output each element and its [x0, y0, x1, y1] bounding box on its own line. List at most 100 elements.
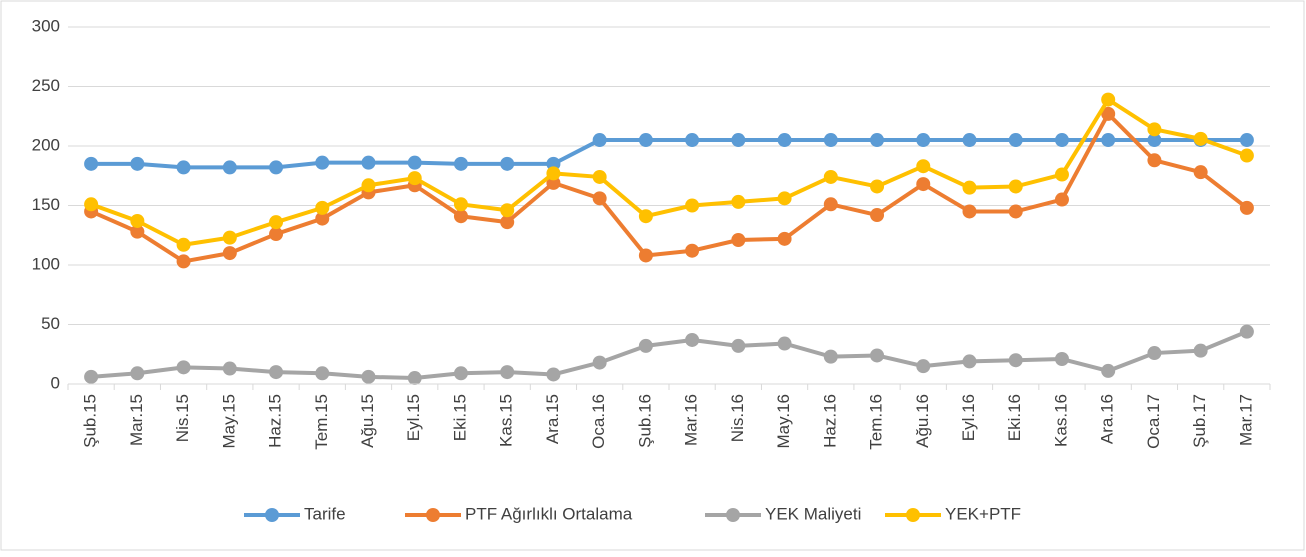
point: [1101, 106, 1116, 121]
point: [685, 332, 700, 347]
point: [777, 231, 792, 246]
x-tick-label: Tem.15: [312, 394, 331, 450]
point: [823, 133, 838, 148]
point: [1008, 353, 1023, 368]
series-line: [90, 111, 1249, 264]
point: [1008, 179, 1023, 194]
point: [777, 191, 792, 206]
point: [315, 211, 330, 226]
x-tick-label: Ara.16: [1098, 394, 1117, 444]
x-tick-label: Eyl.16: [959, 394, 978, 441]
point: [222, 160, 237, 175]
x-tick-label: Şub.17: [1190, 394, 1209, 448]
point: [638, 248, 653, 263]
legend-marker: [265, 508, 279, 522]
point: [500, 215, 515, 230]
point: [269, 160, 284, 175]
point: [916, 133, 931, 148]
y-tick-label: 100: [32, 254, 60, 273]
point: [870, 179, 885, 194]
point: [962, 354, 977, 369]
point: [1008, 133, 1023, 148]
legend-label: YEK+PTF: [945, 504, 1021, 523]
x-tick-label: Haz.16: [820, 394, 839, 448]
point: [592, 169, 607, 184]
point: [777, 336, 792, 351]
point: [1054, 167, 1069, 182]
point: [823, 349, 838, 364]
point: [731, 194, 746, 209]
point: [176, 237, 191, 252]
legend-marker: [726, 508, 740, 522]
point: [592, 191, 607, 206]
point: [777, 133, 792, 148]
point: [222, 246, 237, 261]
point: [315, 366, 330, 381]
point: [870, 348, 885, 363]
point: [407, 155, 422, 170]
point: [315, 200, 330, 215]
legend-label: YEK Maliyeti: [765, 504, 861, 523]
point: [638, 209, 653, 224]
point: [84, 197, 99, 212]
point: [1054, 133, 1069, 148]
point: [500, 156, 515, 171]
series-line: [90, 329, 1248, 381]
point: [638, 338, 653, 353]
point: [269, 215, 284, 230]
point: [500, 365, 515, 380]
point: [1193, 131, 1208, 146]
point: [962, 204, 977, 219]
legend-label: PTF Ağırlıklı Ortalama: [465, 504, 633, 523]
point: [1147, 122, 1162, 137]
point: [1193, 343, 1208, 358]
x-tick-label: Ağu.15: [358, 394, 377, 448]
point: [453, 366, 468, 381]
point: [916, 177, 931, 192]
x-tick-label: Haz.15: [266, 394, 285, 448]
point: [130, 366, 145, 381]
point: [453, 209, 468, 224]
x-tick-label: Nis.16: [728, 394, 747, 442]
point: [453, 197, 468, 212]
point: [176, 360, 191, 375]
point: [546, 166, 561, 181]
x-tick-label: Ağu.16: [913, 394, 932, 448]
point: [962, 180, 977, 195]
point: [361, 178, 376, 193]
legend-label: Tarife: [304, 504, 346, 523]
x-tick-label: Nis.15: [173, 394, 192, 442]
point: [1054, 192, 1069, 207]
point: [731, 233, 746, 248]
point: [130, 156, 145, 171]
series-line: [91, 138, 1247, 170]
point: [1054, 352, 1069, 367]
point: [685, 133, 700, 148]
point: [1101, 363, 1116, 378]
point: [407, 371, 422, 386]
point: [1147, 153, 1162, 168]
x-tick-label: Mar.15: [127, 394, 146, 446]
point: [130, 213, 145, 228]
y-tick-label: 300: [32, 16, 60, 35]
point: [731, 338, 746, 353]
point: [1147, 346, 1162, 361]
point: [222, 230, 237, 245]
y-tick-label: 250: [32, 76, 60, 95]
point: [592, 355, 607, 370]
point: [870, 208, 885, 223]
x-tick-label: Mar.16: [682, 394, 701, 446]
x-tick-label: Tem.16: [867, 394, 886, 450]
point: [1101, 133, 1116, 148]
point: [638, 133, 653, 148]
legend-marker: [906, 508, 920, 522]
point: [176, 160, 191, 175]
point: [916, 159, 931, 174]
point: [962, 133, 977, 148]
point: [1239, 133, 1254, 148]
x-tick-label: Eki.16: [1005, 394, 1024, 441]
point: [84, 369, 99, 384]
point: [176, 254, 191, 269]
